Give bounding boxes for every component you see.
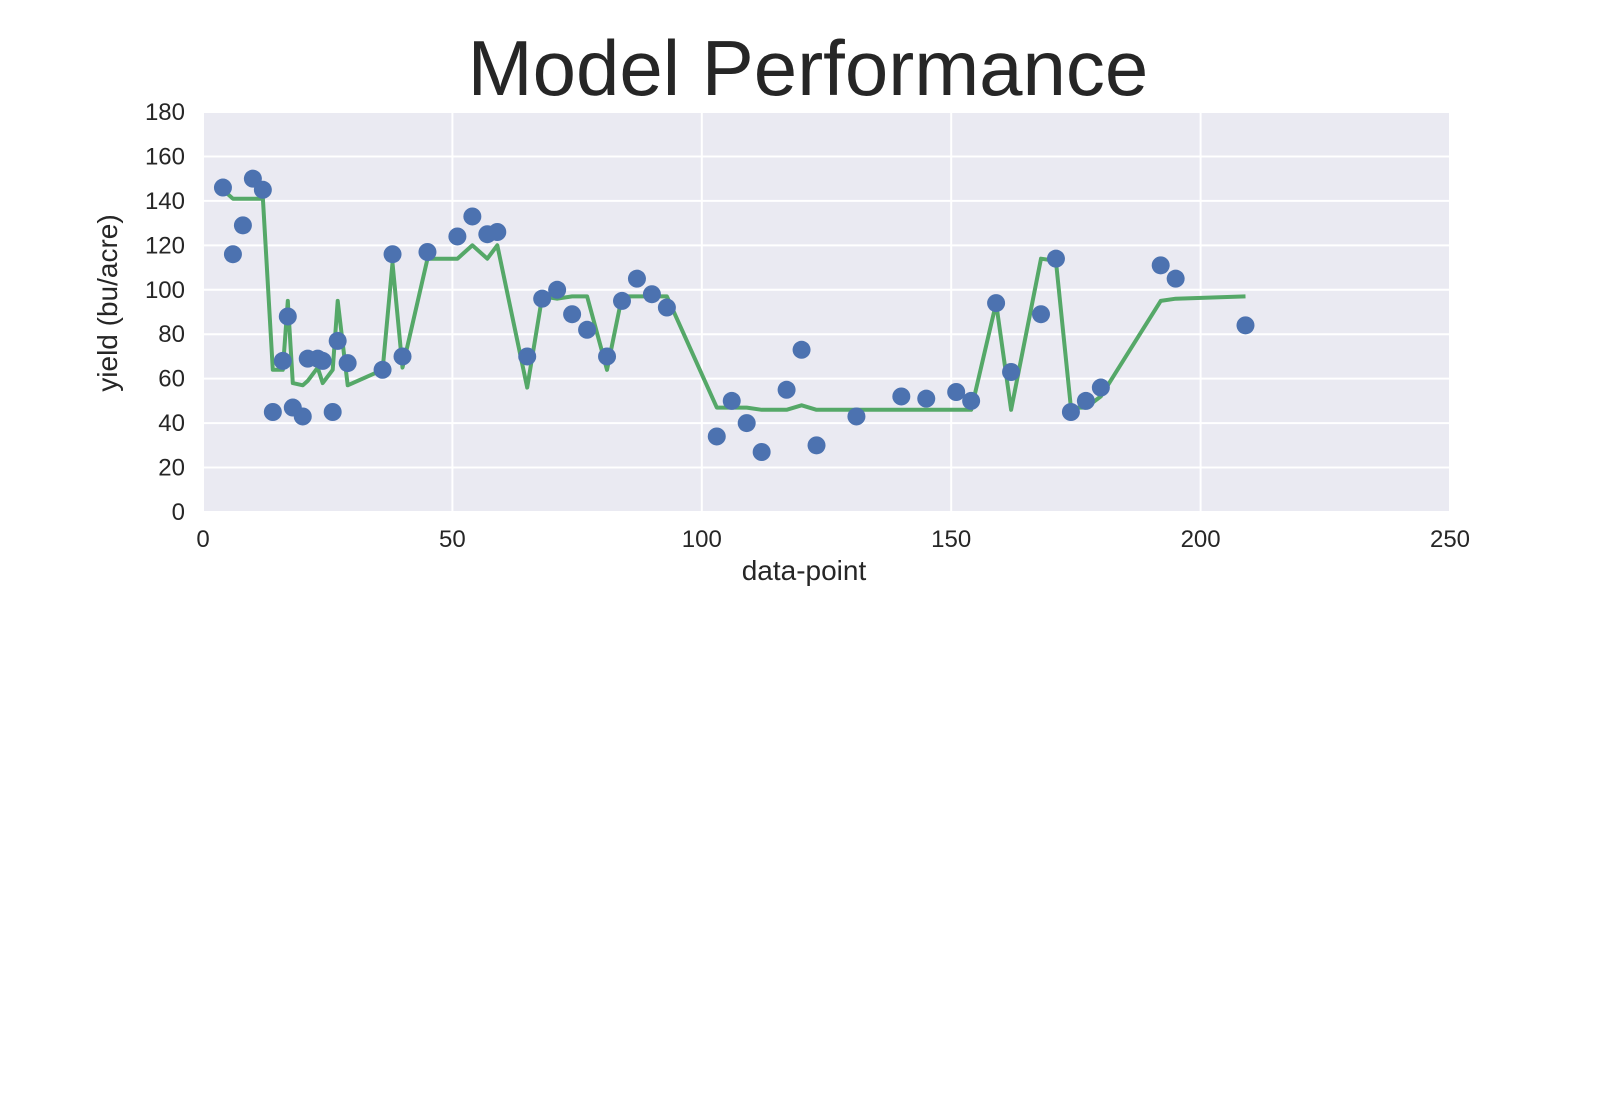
data-point — [947, 383, 966, 401]
data-point — [338, 354, 357, 373]
x-tick-label: 250 — [1430, 526, 1470, 553]
data-point — [1061, 403, 1080, 421]
data-point — [737, 414, 756, 433]
data-point — [707, 427, 726, 446]
model-line-layer — [221, 188, 1246, 412]
data-point — [657, 298, 676, 317]
y-tick-label: 140 — [145, 188, 185, 215]
data-point — [263, 403, 282, 421]
data-point — [328, 331, 347, 350]
data-point — [213, 178, 232, 197]
x-axis-label: data-point — [742, 555, 867, 586]
data-point — [313, 351, 332, 370]
data-point — [1151, 256, 1170, 275]
data-point — [1046, 249, 1065, 268]
data-point — [598, 347, 617, 366]
y-tick-label: 120 — [145, 232, 185, 259]
y-tick-label: 60 — [158, 366, 185, 393]
y-tick-label: 20 — [158, 455, 185, 482]
data-point — [548, 280, 567, 299]
data-point — [518, 347, 537, 366]
data-point — [418, 243, 437, 261]
data-point — [323, 403, 342, 421]
data-point — [847, 407, 866, 426]
chart-title: Model Performance — [468, 24, 1149, 112]
data-point — [488, 223, 507, 241]
data-point — [642, 285, 661, 304]
y-tick-label: 180 — [145, 99, 185, 126]
data-point — [563, 305, 582, 324]
data-point — [722, 391, 741, 410]
model-prediction-line — [221, 188, 1246, 412]
data-point — [293, 407, 312, 426]
data-point — [393, 347, 412, 366]
data-point — [987, 294, 1006, 313]
y-axis-ticks: 0 20 40 60 80 100 120 140 160 180 — [145, 99, 185, 526]
x-tick-label: 150 — [931, 526, 971, 553]
data-point — [752, 443, 771, 461]
plot-area — [203, 112, 1450, 512]
y-tick-label: 0 — [172, 499, 185, 526]
data-point — [373, 360, 392, 379]
data-points-layer — [213, 169, 1255, 461]
data-point — [533, 289, 552, 308]
data-point — [383, 245, 402, 264]
data-point — [223, 245, 242, 264]
data-point — [1076, 391, 1095, 410]
data-point — [463, 207, 482, 226]
data-point — [1166, 269, 1185, 288]
data-point — [892, 387, 911, 406]
x-tick-label: 100 — [682, 526, 722, 553]
data-point — [917, 389, 936, 408]
data-point — [233, 216, 252, 235]
x-axis-ticks: 0 50 100 150 200 250 — [196, 526, 1470, 553]
data-point — [962, 391, 981, 410]
data-point — [278, 307, 297, 326]
data-point — [273, 351, 292, 370]
data-point — [777, 380, 796, 399]
y-tick-label: 100 — [145, 277, 185, 304]
data-point — [1236, 316, 1255, 335]
data-point — [612, 291, 631, 310]
data-point — [448, 227, 467, 246]
y-tick-label: 160 — [145, 143, 185, 170]
data-point — [1091, 378, 1110, 397]
x-tick-label: 200 — [1181, 526, 1221, 553]
data-point — [792, 340, 811, 359]
y-axis-label: yield (bu/acre) — [92, 214, 123, 391]
y-tick-label: 40 — [158, 410, 185, 437]
data-point — [253, 180, 272, 199]
data-point — [807, 436, 826, 455]
data-point — [1002, 363, 1021, 381]
y-tick-label: 80 — [158, 321, 185, 348]
data-point — [578, 320, 597, 339]
data-point — [627, 269, 646, 288]
data-point — [1031, 305, 1050, 324]
x-tick-label: 0 — [196, 526, 209, 553]
x-tick-label: 50 — [439, 526, 466, 553]
